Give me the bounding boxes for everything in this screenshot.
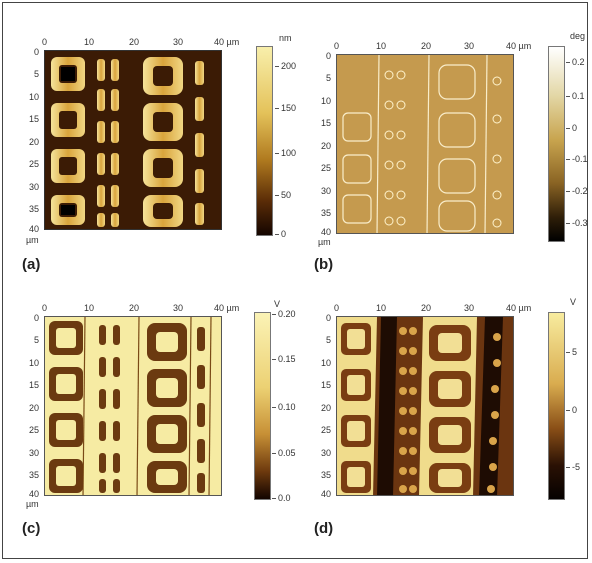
- y-tick: 5: [326, 73, 332, 83]
- y-tick: 0: [326, 51, 332, 61]
- colorbar-tick: 50: [274, 190, 292, 200]
- colorbar-tick: 0: [274, 229, 287, 239]
- y-tick: 10: [29, 92, 40, 102]
- colorbar-tick: 0.05: [272, 448, 296, 458]
- colorbar-tick: 0.15: [272, 354, 296, 364]
- panel-a: 0 10 20 30 40 µm 0 5 10 15 20 25 30 35 4…: [0, 0, 296, 282]
- colorbar-tick: -0.3: [566, 218, 588, 228]
- y-tick: 30: [29, 182, 40, 192]
- x-tick: 40 µm: [214, 37, 240, 47]
- afm-image-a: [44, 50, 222, 230]
- y-tick: 35: [29, 204, 40, 214]
- colorbar-unit: V: [274, 299, 281, 309]
- y-tick: 30: [321, 448, 332, 458]
- colorbar-tick: 0: [565, 405, 578, 415]
- colorbar-tick: 5: [565, 347, 578, 357]
- x-tick: 0: [42, 37, 48, 47]
- y-tick: 30: [321, 186, 332, 196]
- panel-c: 0 10 20 30 40 µm 0 5 10 15 20 25 30 35 4…: [0, 282, 296, 563]
- y-unit-label: µm: [26, 235, 39, 245]
- y-tick: 25: [29, 425, 40, 435]
- colorbar-tick: 100: [274, 148, 297, 158]
- x-tick: 10: [376, 303, 387, 313]
- y-tick: 20: [321, 403, 332, 413]
- colorbar-tick: 0.2: [566, 57, 585, 67]
- colorbar-unit: V: [570, 297, 577, 307]
- x-tick: 10: [84, 303, 95, 313]
- colorbar-tick: 0.0: [272, 493, 291, 503]
- y-tick: 15: [29, 114, 40, 124]
- y-tick: 0: [326, 313, 332, 323]
- x-tick: 10: [376, 41, 387, 51]
- panel-d: 0 10 20 30 40 µm 0 5 10 15 20 25 30 35 4…: [296, 282, 592, 563]
- y-tick: 25: [321, 163, 332, 173]
- x-tick: 20: [129, 303, 140, 313]
- y-unit-label: µm: [26, 499, 39, 509]
- colorbar-tick: 150: [274, 103, 297, 113]
- y-tick: 40: [321, 489, 332, 499]
- colorbar-tick: 0.1: [566, 91, 585, 101]
- y-tick: 10: [321, 358, 332, 368]
- x-tick: 20: [421, 41, 432, 51]
- x-tick: 40 µm: [506, 303, 532, 313]
- colorbar-tick: 200: [274, 61, 297, 71]
- y-tick: 25: [29, 159, 40, 169]
- x-tick: 10: [84, 37, 95, 47]
- x-tick: 20: [129, 37, 140, 47]
- y-tick: 25: [321, 425, 332, 435]
- x-tick: 30: [464, 41, 475, 51]
- colorbar-d: [548, 312, 565, 500]
- y-tick: 10: [321, 96, 332, 106]
- y-tick: 35: [321, 470, 332, 480]
- x-tick: 30: [173, 37, 184, 47]
- y-unit-label: µm: [318, 237, 331, 247]
- panel-b: 0 10 20 30 40 µm 0 5 10 15 20 25 30 35 4…: [296, 0, 592, 282]
- colorbar-b: [548, 46, 565, 242]
- colorbar-tick: 0.10: [272, 402, 296, 412]
- panel-label: (c): [22, 520, 41, 537]
- colorbar-a: [256, 46, 273, 236]
- afm-image-d: [336, 316, 514, 496]
- y-tick: 35: [321, 208, 332, 218]
- y-tick: 40: [321, 227, 332, 237]
- colorbar-tick: -5: [565, 462, 581, 472]
- y-tick: 5: [34, 69, 40, 79]
- y-tick: 5: [34, 335, 40, 345]
- colorbar-unit: deg: [570, 31, 586, 41]
- x-tick: 40 µm: [506, 41, 532, 51]
- x-tick: 40 µm: [214, 303, 240, 313]
- colorbar-unit: nm: [279, 33, 292, 43]
- y-tick: 5: [326, 335, 332, 345]
- x-tick: 0: [334, 41, 340, 51]
- colorbar-tick: -0.1: [566, 154, 588, 164]
- y-tick: 15: [321, 380, 332, 390]
- panel-label: (d): [314, 520, 334, 537]
- x-tick: 20: [421, 303, 432, 313]
- x-tick: 30: [464, 303, 475, 313]
- y-tick: 35: [29, 470, 40, 480]
- y-tick: 10: [29, 358, 40, 368]
- y-tick: 40: [29, 489, 40, 499]
- colorbar-tick: 0: [565, 123, 578, 133]
- y-tick: 0: [34, 47, 40, 57]
- panel-label: (a): [22, 256, 41, 273]
- afm-image-b: [336, 54, 514, 234]
- x-tick: 0: [42, 303, 48, 313]
- colorbar-c: [254, 312, 271, 500]
- colorbar-tick: 0.20: [272, 309, 296, 319]
- y-tick: 20: [29, 137, 40, 147]
- y-tick: 15: [29, 380, 40, 390]
- y-tick: 20: [29, 403, 40, 413]
- y-tick: 40: [29, 224, 40, 234]
- x-tick: 0: [334, 303, 340, 313]
- y-tick: 15: [321, 118, 332, 128]
- panel-label: (b): [314, 256, 334, 273]
- afm-image-c: [44, 316, 222, 496]
- y-tick: 0: [34, 313, 40, 323]
- colorbar-tick: -0.2: [566, 186, 588, 196]
- y-tick: 20: [321, 141, 332, 151]
- y-tick: 30: [29, 448, 40, 458]
- x-tick: 30: [173, 303, 184, 313]
